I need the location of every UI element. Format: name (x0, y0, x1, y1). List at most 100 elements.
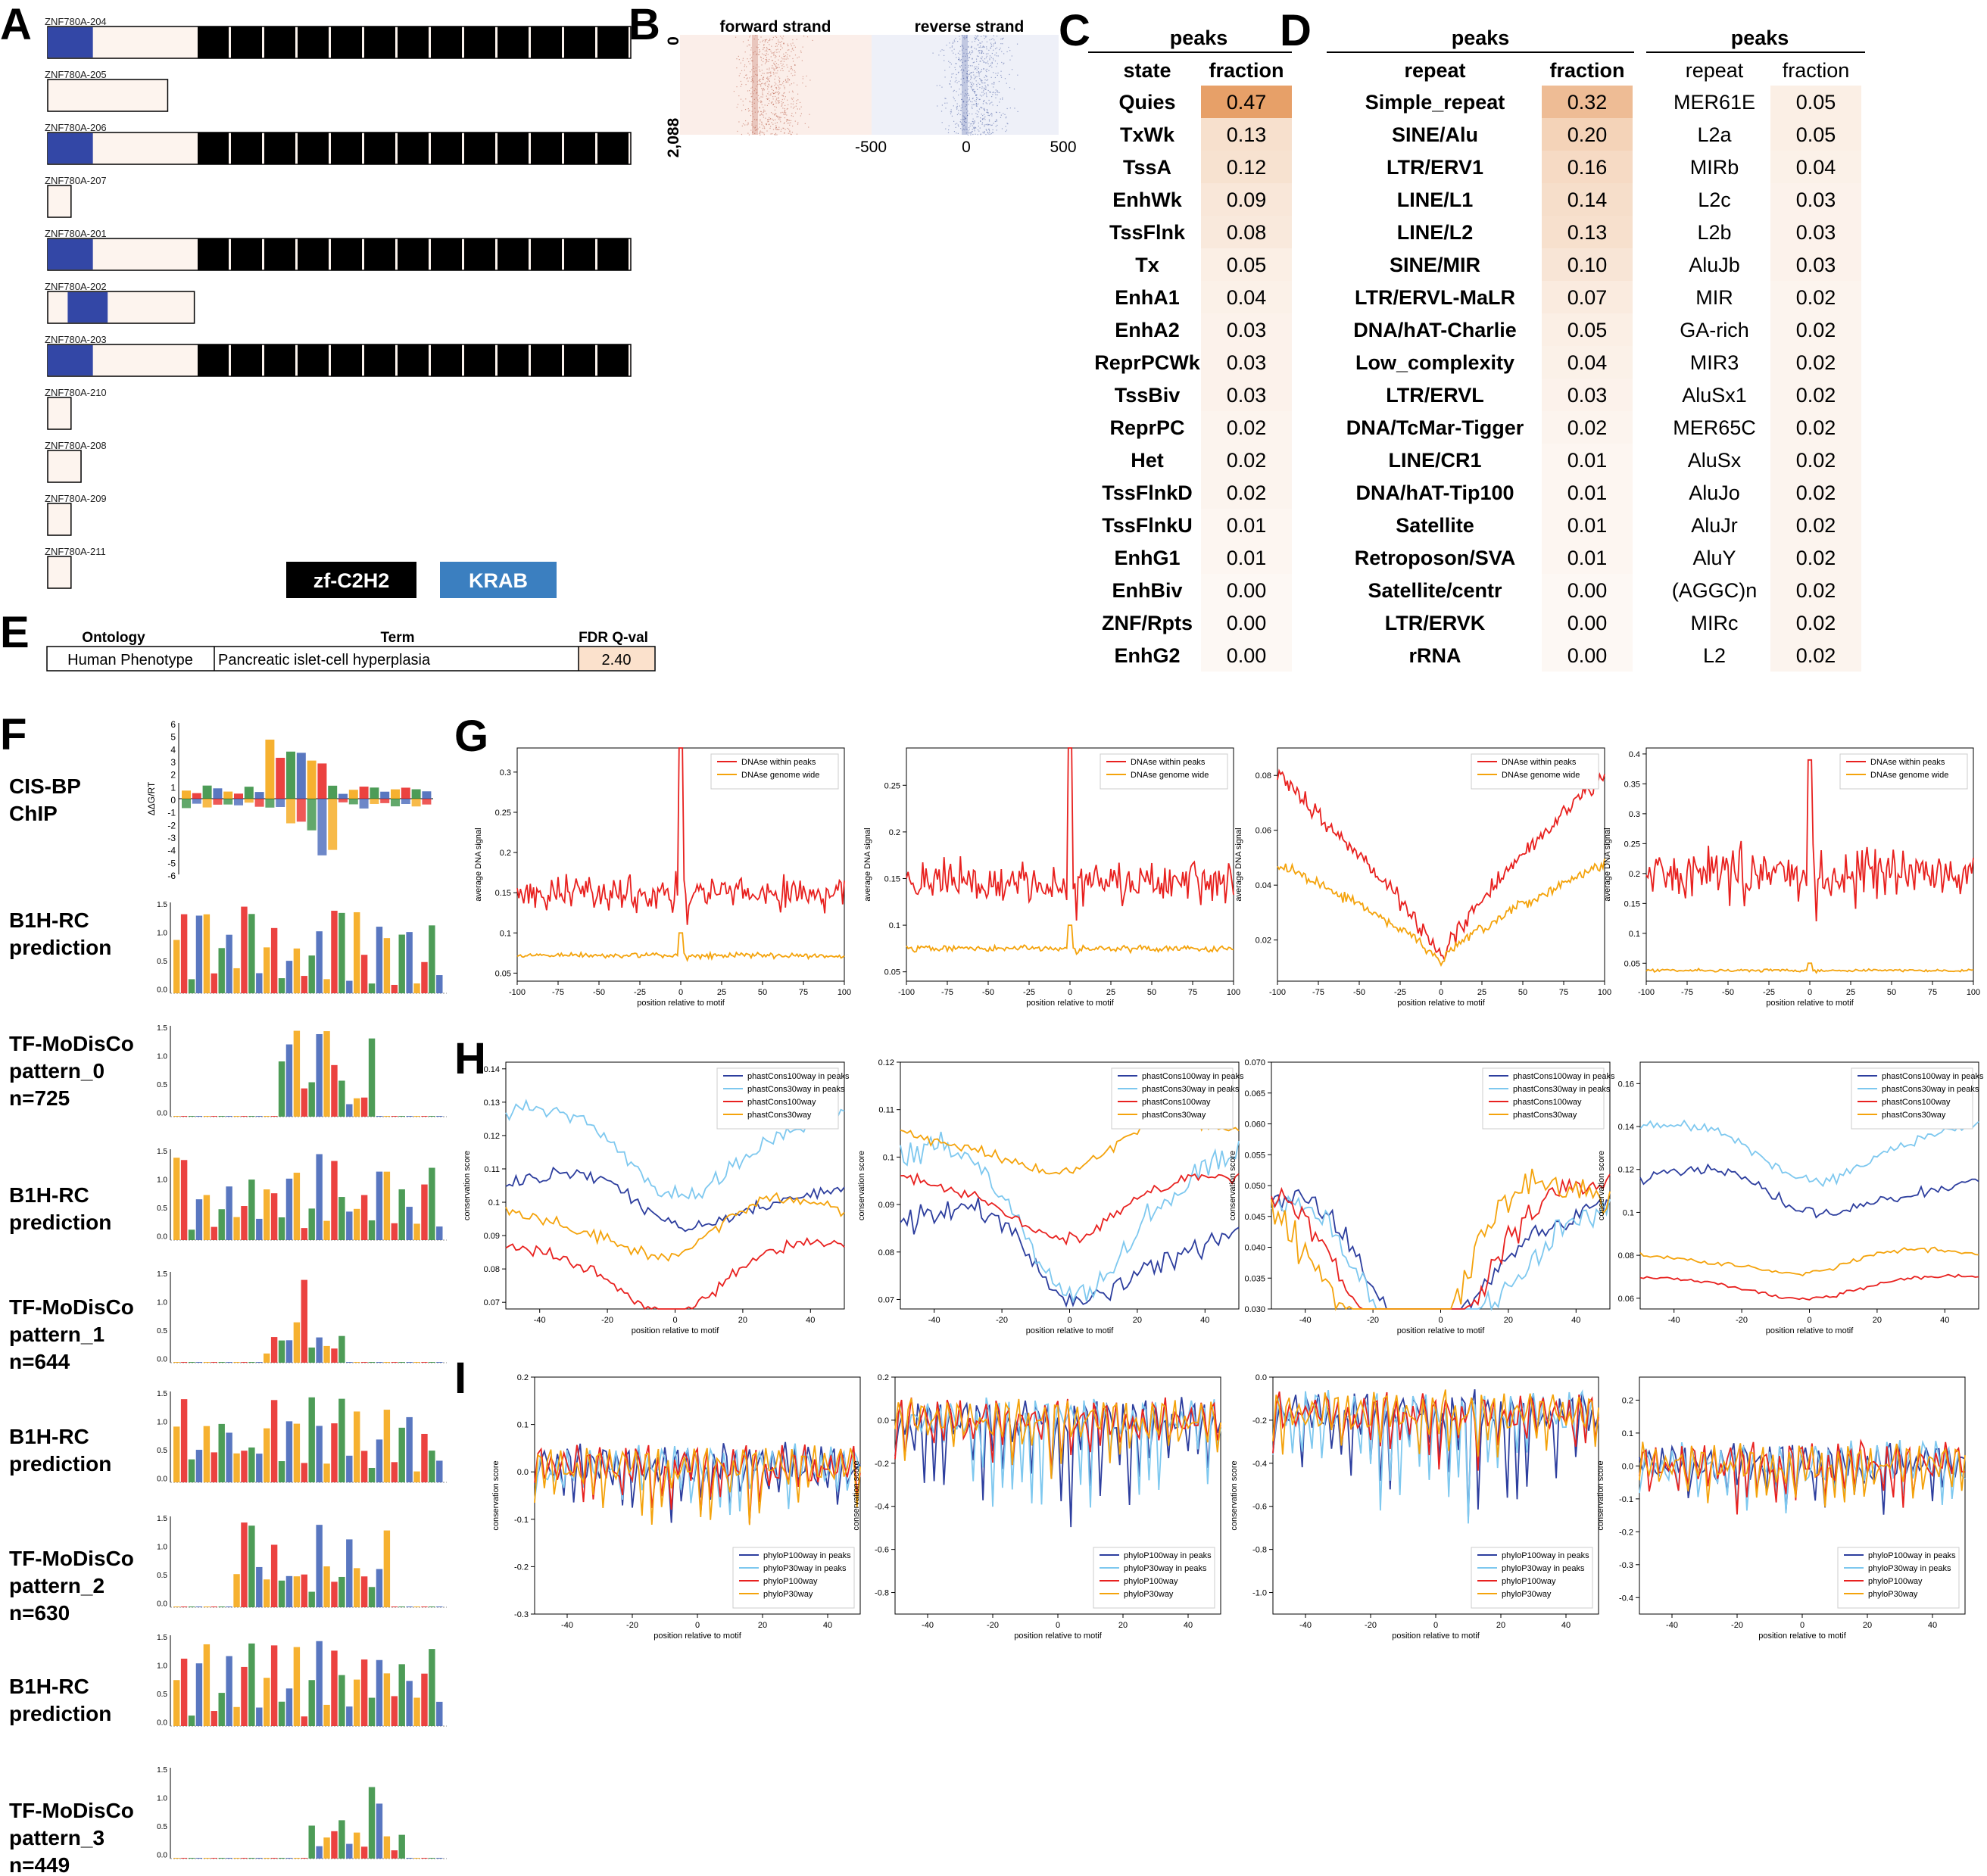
heatmap-dot (965, 37, 967, 39)
heatmap-dot (987, 53, 989, 55)
logo-letter (285, 1421, 293, 1482)
heatmap-dot (983, 89, 984, 91)
zf-c2h2-domain (498, 132, 529, 164)
heatmap-dot (771, 86, 772, 88)
heatmap-dot (974, 100, 975, 101)
y-tick-label: 0.070 (1244, 1058, 1265, 1067)
f-row-label: TF-MoDisCo (9, 1547, 134, 1570)
heatmap-dot (772, 60, 774, 61)
heatmap-dot (754, 126, 756, 128)
heatmap-dot (1007, 123, 1009, 125)
y-tick-label: 0.08 (878, 1248, 894, 1257)
logo-letter (383, 1410, 391, 1482)
heatmap-dot (775, 56, 777, 58)
x-tick-label: 40 (1571, 1316, 1580, 1325)
heatmap-dot (778, 93, 779, 95)
row-value: 0.02 (1227, 449, 1267, 472)
logo-letter (391, 984, 398, 993)
y-tick-label: 0.11 (484, 1165, 500, 1174)
y-tick-label: 0.2 (517, 1373, 529, 1382)
logo-ytick: 0.5 (157, 958, 167, 966)
transcript-bar (47, 185, 72, 218)
heatmap-dot (992, 45, 994, 47)
logo-letter (301, 1574, 307, 1607)
logo-letter (270, 1400, 278, 1482)
legend-box (1471, 1547, 1593, 1609)
legend-krab-box (440, 562, 557, 598)
column-header: fraction (1549, 59, 1624, 82)
heatmap-dot (972, 118, 974, 120)
heatmap-dot (754, 111, 756, 113)
logo-letter (368, 1038, 376, 1117)
heatmap-dot (776, 67, 778, 69)
x-tick-label: -75 (1681, 988, 1693, 997)
logo-letter (338, 799, 348, 802)
heatmap-dot (960, 65, 962, 67)
logo-letter (359, 787, 369, 799)
heatmap-dot (785, 79, 787, 81)
heatmap-dot (950, 80, 951, 82)
x-tick-label: -20 (1367, 1316, 1379, 1325)
logo-letter (241, 906, 248, 993)
logo-ytick: 0 (170, 795, 176, 806)
logo-letter (346, 1455, 353, 1482)
heatmap-dot (982, 103, 984, 104)
logo-letter (211, 1362, 217, 1363)
f-row-label: prediction (9, 1211, 111, 1234)
heatmap-dot (791, 45, 792, 47)
logo-letter (234, 799, 243, 806)
heatmap-dot (769, 118, 771, 120)
heatmap-dot (951, 45, 953, 47)
e-header: FDR Q-val (579, 630, 648, 646)
x-tick-label: -20 (987, 1621, 999, 1630)
y-tick-label: 0.13 (484, 1098, 500, 1108)
heatmap-dot (932, 52, 934, 54)
heatmap-dot (981, 123, 983, 125)
x-tick-label: -75 (552, 988, 564, 997)
heatmap-dot (783, 112, 785, 114)
f-row-label: CIS-BP (9, 774, 81, 798)
heatmap-dot (765, 117, 766, 119)
row-value: 0.02 (1796, 547, 1836, 569)
f-row-label: prediction (9, 936, 111, 959)
heatmap-dot (767, 86, 769, 88)
row-value: 0.02 (1796, 514, 1836, 537)
logo-letter (173, 1116, 180, 1117)
heatmap-dot (767, 93, 769, 95)
heatmap-dot (970, 65, 972, 67)
logo-letter (211, 1711, 217, 1726)
heatmap-dot (742, 41, 744, 42)
heatmap-dot (1001, 61, 1003, 64)
logo-letter (296, 753, 306, 799)
heatmap-dot (987, 133, 989, 135)
logo-letter (301, 1279, 307, 1363)
x-tick-label: 25 (717, 988, 726, 997)
heatmap-dot (761, 124, 763, 126)
heatmap-dot (794, 74, 796, 76)
logo-letter (293, 1576, 301, 1607)
heatmap-dot (781, 98, 783, 101)
heatmap-dot (760, 36, 762, 38)
heatmap-dot (955, 63, 956, 64)
logo-letter (338, 1197, 345, 1240)
logo-letter (406, 1681, 413, 1726)
row-value: 0.05 (1567, 319, 1608, 341)
heatmap-dot (976, 61, 978, 62)
heatmap-dot (988, 99, 990, 101)
y-tick-label: 0.055 (1244, 1151, 1265, 1160)
heatmap-dot (786, 64, 788, 66)
logo-letter (226, 1858, 232, 1859)
heatmap-streak (962, 35, 968, 135)
zf-c2h2-domain (564, 344, 595, 376)
heatmap-dot (984, 89, 986, 90)
heatmap-dot (761, 64, 763, 66)
heatmap-dot (768, 83, 769, 85)
heatmap-dot (976, 76, 978, 77)
transcript-label: ZNF780A-202 (45, 281, 107, 292)
panel-letter-b: B (629, 0, 660, 49)
legend-label: DNAse within peaks (1502, 758, 1577, 767)
legend-label: phastCons100way (747, 1098, 816, 1107)
e-header: Term (380, 630, 414, 646)
row-label: TssFlnk (1109, 221, 1186, 244)
legend-label: phyloP30way in peaks (1868, 1564, 1951, 1573)
